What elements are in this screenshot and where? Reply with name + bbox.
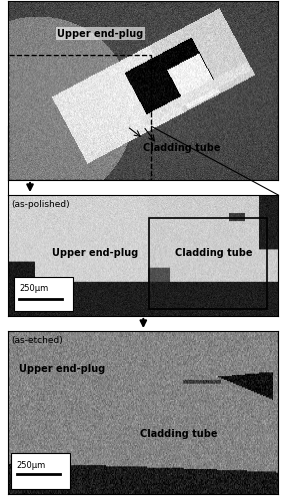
Bar — [8, 54, 151, 180]
Bar — [149, 218, 268, 308]
Bar — [14, 278, 73, 311]
Text: Cladding tube: Cladding tube — [175, 248, 252, 258]
Text: 250μm: 250μm — [19, 284, 48, 293]
Text: 250μm: 250μm — [17, 460, 46, 469]
Text: Upper end-plug: Upper end-plug — [19, 364, 105, 374]
Text: (as-etched): (as-etched) — [11, 336, 63, 345]
Text: Upper end-plug: Upper end-plug — [52, 248, 138, 258]
Text: (as-polished): (as-polished) — [11, 200, 70, 209]
Text: Cladding tube: Cladding tube — [143, 144, 221, 154]
Text: Upper end-plug: Upper end-plug — [57, 29, 143, 39]
Text: Cladding tube: Cladding tube — [140, 429, 217, 439]
Bar — [11, 453, 71, 489]
